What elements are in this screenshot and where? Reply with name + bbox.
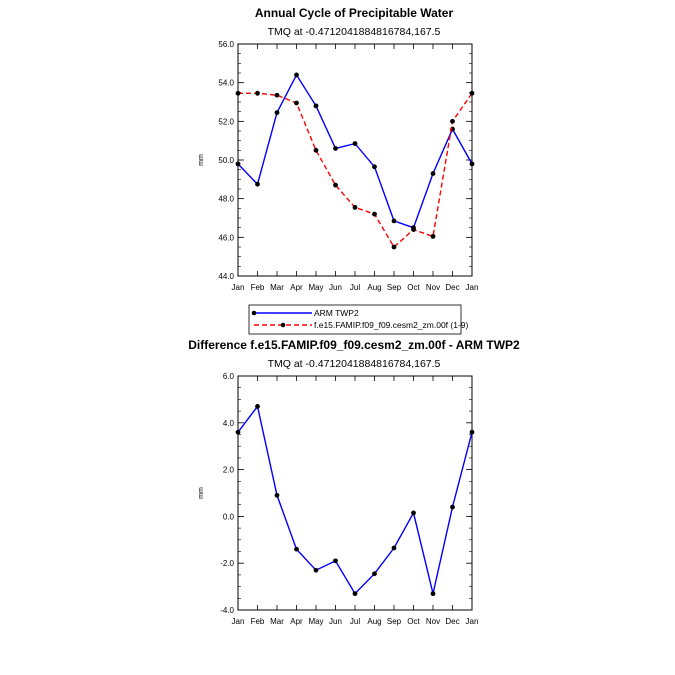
x-tick-label: Mar [270, 283, 284, 292]
x-tick-label: Feb [251, 617, 265, 626]
data-point [430, 171, 436, 176]
data-point [372, 211, 377, 217]
data-point [235, 429, 241, 435]
data-point [235, 90, 241, 96]
data-point [313, 567, 319, 573]
y-tick-label: 46.0 [218, 233, 234, 242]
x-tick-label: May [308, 283, 323, 292]
x-tick-label: Dec [445, 617, 459, 626]
data-point [352, 591, 358, 597]
data-point [255, 181, 260, 187]
y-tick-label: -4.0 [220, 606, 234, 615]
x-tick-label: Jan [466, 283, 479, 292]
x-tick-label: Sep [387, 283, 402, 292]
legend-label-arm: ARM TWP2 [314, 308, 359, 318]
data-point [294, 546, 299, 552]
y-tick-label: 2.0 [223, 466, 235, 475]
data-point [411, 510, 416, 516]
legend-marker [280, 322, 286, 328]
difference-chart: Difference f.e15.FAMIP.f09_f09.cesm2_zm.… [188, 338, 520, 626]
x-tick-label: Sep [387, 617, 402, 626]
x-tick-label: Oct [407, 283, 420, 292]
legend: ARM TWP2 f.e15.FAMIP.f09_f09.cesm2_zm.00… [248, 304, 469, 335]
data-point [352, 141, 358, 146]
data-point [430, 591, 436, 597]
data-point [372, 571, 377, 577]
data-point [411, 227, 416, 233]
x-tick-label: Nov [426, 617, 440, 626]
chart-subtitle: TMQ at -0.4712041884816784,167.5 [268, 26, 441, 38]
series-line-1 [238, 92, 473, 249]
x-tick-label: Aug [367, 283, 381, 292]
y-axis-label: mm [198, 487, 205, 499]
x-tick-label: Apr [290, 283, 303, 292]
y-tick-label: 44.0 [218, 272, 234, 281]
y-tick-label: 4.0 [223, 419, 235, 428]
chart-title: Annual Cycle of Precipitable Water [255, 6, 454, 20]
data-point [313, 103, 319, 109]
x-tick-label: Jul [350, 283, 360, 292]
legend-label-model: f.e15.FAMIP.f09_f09.cesm2_zm.00f (1-9) [314, 320, 469, 330]
y-tick-label: 0.0 [223, 512, 235, 521]
data-point [391, 218, 397, 224]
legend-item-arm: ARM TWP2 [251, 308, 359, 318]
data-point [313, 147, 319, 153]
data-point [294, 72, 299, 78]
data-point [469, 90, 475, 96]
chart-title: Difference f.e15.FAMIP.f09_f09.cesm2_zm.… [188, 338, 520, 352]
series-line-0 [237, 404, 473, 595]
data-point [255, 90, 260, 96]
data-point [274, 92, 280, 98]
x-tick-label: Dec [445, 283, 459, 292]
x-tick-label: Apr [290, 617, 303, 626]
data-point [274, 492, 280, 498]
x-tick-label: Jul [350, 617, 360, 626]
data-point [333, 182, 338, 188]
y-tick-label: 56.0 [218, 40, 234, 49]
legend-item-model: f.e15.FAMIP.f09_f09.cesm2_zm.00f (1-9) [254, 320, 469, 330]
data-point [372, 164, 377, 170]
data-point [430, 233, 436, 239]
y-tick-label: 50.0 [218, 156, 234, 165]
data-point [333, 146, 338, 151]
y-axis-label: mm [198, 154, 205, 166]
data-point [255, 404, 260, 409]
data-point [450, 504, 455, 510]
x-tick-label: May [308, 617, 323, 626]
data-point [469, 161, 475, 167]
y-tick-label: 52.0 [218, 117, 234, 126]
x-tick-label: Oct [407, 617, 420, 626]
data-point [333, 558, 338, 564]
annual-cycle-chart: Annual Cycle of Precipitable Water TMQ a… [198, 6, 478, 292]
x-tick-label: Jan [466, 617, 479, 626]
legend-box [248, 304, 462, 335]
data-point [391, 545, 397, 551]
data-point [235, 161, 241, 167]
y-tick-label: 54.0 [218, 79, 234, 88]
x-tick-label: Jan [232, 617, 245, 626]
x-tick-label: Feb [251, 283, 265, 292]
x-tick-label: Jun [329, 617, 342, 626]
chart-subtitle: TMQ at -0.4712041884816784,167.5 [268, 358, 441, 370]
data-point [450, 118, 455, 124]
y-tick-label: 6.0 [223, 372, 235, 381]
y-tick-label: -2.0 [220, 559, 234, 568]
x-tick-label: Mar [270, 617, 284, 626]
data-point [294, 100, 299, 106]
data-point [391, 244, 397, 250]
x-tick-label: Nov [426, 283, 440, 292]
x-tick-label: Jun [329, 283, 342, 292]
series-line-0 [237, 73, 473, 229]
legend-marker [251, 310, 257, 316]
data-point [469, 429, 475, 435]
data-point [352, 204, 358, 210]
x-tick-label: Jan [232, 283, 245, 292]
plot-frame [237, 43, 473, 277]
data-point [274, 110, 280, 116]
x-tick-label: Aug [367, 617, 381, 626]
y-tick-label: 48.0 [218, 195, 234, 204]
